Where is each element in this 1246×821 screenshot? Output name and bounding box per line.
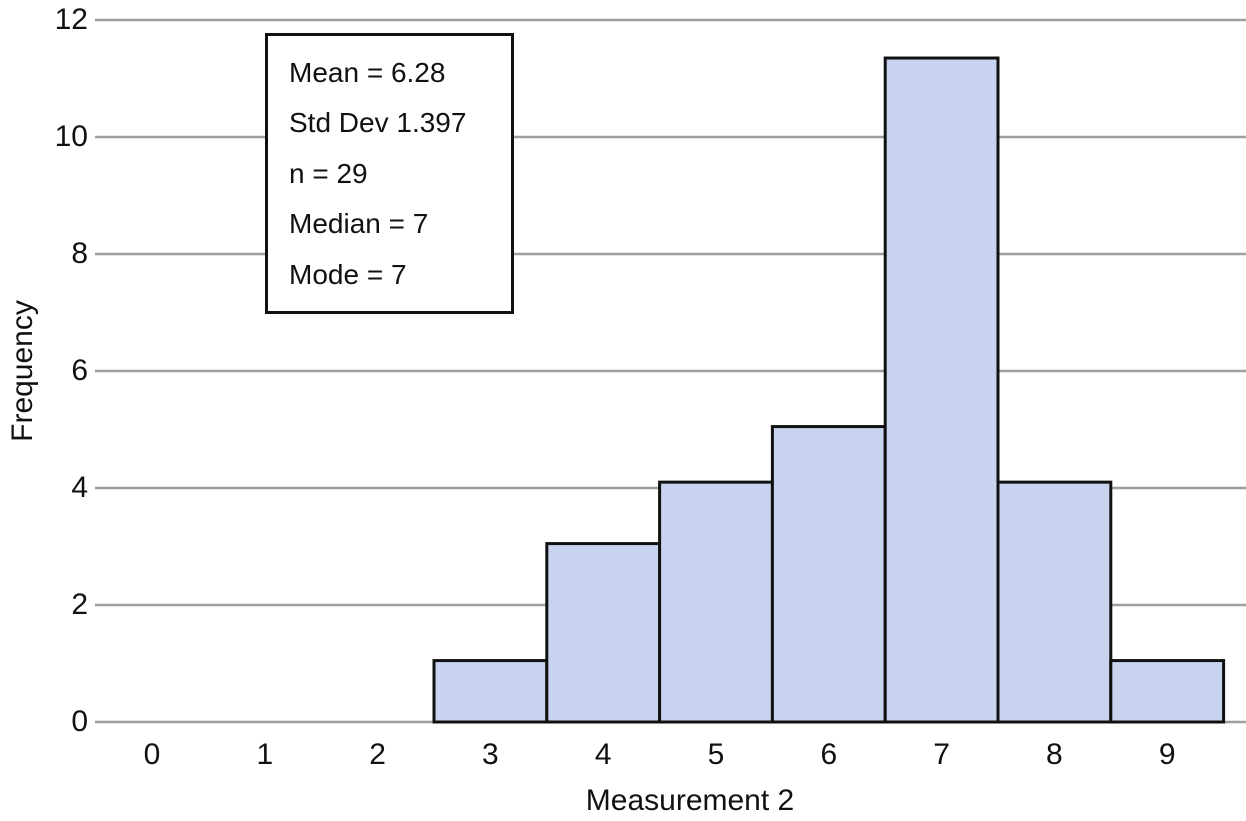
stat-median: Median = 7 — [289, 208, 429, 239]
statistics-legend-box: Mean = 6.28 Std Dev 1.397 n = 29 Median … — [265, 33, 514, 314]
x-axis-title: Measurement 2 — [585, 784, 795, 817]
x-tick-label: 1 — [256, 738, 274, 771]
x-tick-label: 9 — [1158, 738, 1176, 771]
histogram-bar — [658, 480, 774, 724]
x-tick-label: 0 — [143, 738, 161, 771]
histogram-bar — [770, 425, 887, 724]
y-tick-label: 6 — [71, 354, 88, 387]
y-tick-label: 2 — [71, 588, 88, 621]
bars-group — [432, 56, 1226, 724]
y-tick-label: 10 — [54, 120, 88, 153]
x-tick-label: 6 — [820, 738, 838, 771]
y-axis-title: Frequency — [6, 300, 39, 442]
histogram-bar — [996, 480, 1113, 724]
histogram-bar — [545, 542, 662, 724]
stat-mode: Mode = 7 — [289, 258, 407, 290]
x-tick-label: 5 — [707, 738, 725, 771]
x-tick-label: 4 — [594, 738, 612, 771]
stat-n: n = 29 — [289, 157, 368, 189]
stat-mean: Mean = 6.28 — [289, 56, 446, 88]
x-tick-label: 2 — [369, 738, 386, 771]
y-tick-label: 4 — [71, 471, 88, 504]
histogram-bar — [1109, 659, 1226, 724]
histogram-bar — [883, 56, 1000, 724]
x-tick-label: 8 — [1046, 738, 1063, 771]
y-tick-label: 12 — [54, 3, 88, 36]
stat-std-dev: Std Dev 1.397 — [289, 107, 467, 138]
x-tick-label: 3 — [482, 738, 499, 771]
y-tick-label: 8 — [71, 237, 88, 270]
x-tick-label: 7 — [933, 738, 950, 771]
y-tick-label: 0 — [71, 705, 88, 738]
histogram-bar — [432, 659, 549, 724]
